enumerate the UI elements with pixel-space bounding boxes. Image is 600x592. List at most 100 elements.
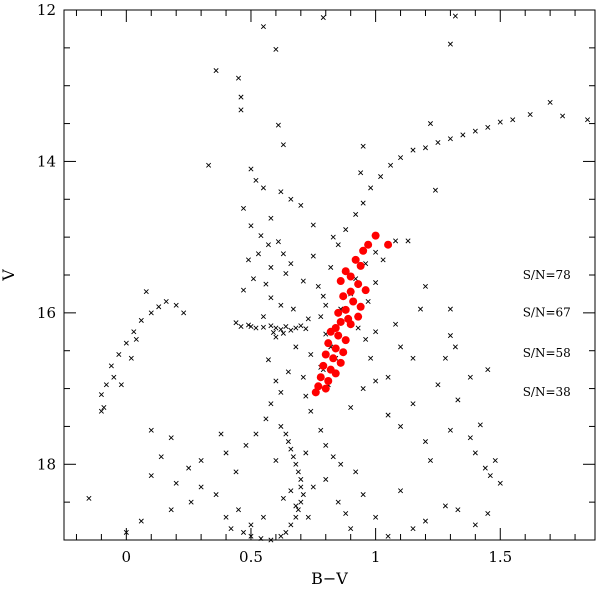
data-point-cross [492,457,498,464]
y-tick-label: 16 [37,304,56,322]
data-point-cross [235,507,242,513]
data-point-cross [432,187,438,193]
data-point-cross [303,326,309,332]
data-point-cross [116,351,122,358]
data-point-cross [156,304,162,310]
data-point-circle [321,384,330,393]
data-point-circle [324,339,333,348]
data-point-cross [472,522,478,528]
data-point-cross [263,281,269,287]
data-point-cross [467,374,473,380]
data-point-circle [336,277,345,286]
data-point-cross [168,507,174,513]
data-point-cross [265,242,271,248]
data-point-cross [355,325,361,331]
data-point-cross [310,484,316,490]
data-point-cross [300,374,306,380]
data-point-cross [410,526,416,532]
data-point-cross [268,264,274,270]
data-point-cross [245,257,251,263]
data-point-cross [485,124,491,130]
data-point-cross [485,367,491,373]
data-point-cross [330,454,336,460]
data-point-cross [380,257,386,263]
data-point-cross [510,117,516,123]
data-point-cross [275,239,281,245]
data-point-circle [346,287,355,296]
data-point-cross [300,278,306,284]
data-point-circle [326,327,335,336]
data-point-cross [358,170,364,176]
data-point-cross [248,166,254,172]
data-point-cross [283,323,289,330]
data-point-cross [363,336,369,342]
data-point-cross [233,320,239,326]
data-point-cross [422,145,428,151]
data-point-cross [293,344,299,350]
series-circles [311,231,393,397]
data-point-cross [455,507,461,513]
data-point-circle [314,382,323,391]
data-point-cross [273,334,279,340]
data-point-cross [273,325,279,331]
x-tick-label: 1 [371,548,381,566]
data-point-cross [280,495,286,501]
data-point-cross [138,518,144,524]
data-point-cross [398,488,404,494]
data-point-cross [320,15,326,21]
data-point-cross [273,378,279,384]
data-point-cross [118,382,124,388]
data-point-cross [368,355,374,361]
data-point-cross [268,215,274,221]
data-point-circle [384,240,393,249]
data-point-cross [123,340,129,346]
data-point-cross [585,117,591,123]
data-point-cross [275,122,281,128]
data-point-circle [321,350,330,359]
data-point-cross [323,476,329,482]
data-point-cross [447,427,453,433]
data-point-cross [260,185,266,191]
data-point-cross [148,310,154,316]
sn-annotation: S/N=67 [523,306,571,320]
data-point-cross [360,143,366,149]
data-point-cross [103,382,109,388]
data-point-cross [323,302,329,308]
data-point-circle [316,373,325,382]
data-point-cross [410,147,416,153]
data-point-cross [348,404,354,411]
data-point-cross [447,306,453,312]
y-axis-label: V [0,269,18,282]
data-point-cross [223,514,229,520]
data-point-cross [288,327,294,333]
data-point-circle [339,348,348,357]
sn-annotation: S/N=58 [523,346,571,360]
data-point-cross [447,41,453,47]
data-point-cross [393,238,399,244]
data-point-cross [308,351,314,358]
data-point-cross [268,323,274,329]
data-point-cross [422,518,428,524]
data-point-cross [288,196,294,202]
data-point-cross [260,314,266,320]
data-point-circle [331,369,340,378]
data-point-cross [455,397,461,403]
data-point-cross [310,253,316,259]
y-tick-label: 14 [37,152,56,170]
data-point-circle [341,336,350,345]
data-point-cross [388,162,394,168]
data-point-cross [278,189,284,195]
data-point-cross [186,465,192,471]
data-point-cross [98,408,104,414]
data-point-cross [335,499,341,505]
data-point-cross [280,251,286,257]
data-point-cross [268,295,274,301]
data-point-circle [341,267,350,276]
data-point-cross [435,382,441,388]
data-point-cross [398,155,404,161]
data-point-cross [472,128,478,134]
data-point-cross [258,233,264,239]
data-point-cross [373,329,379,335]
